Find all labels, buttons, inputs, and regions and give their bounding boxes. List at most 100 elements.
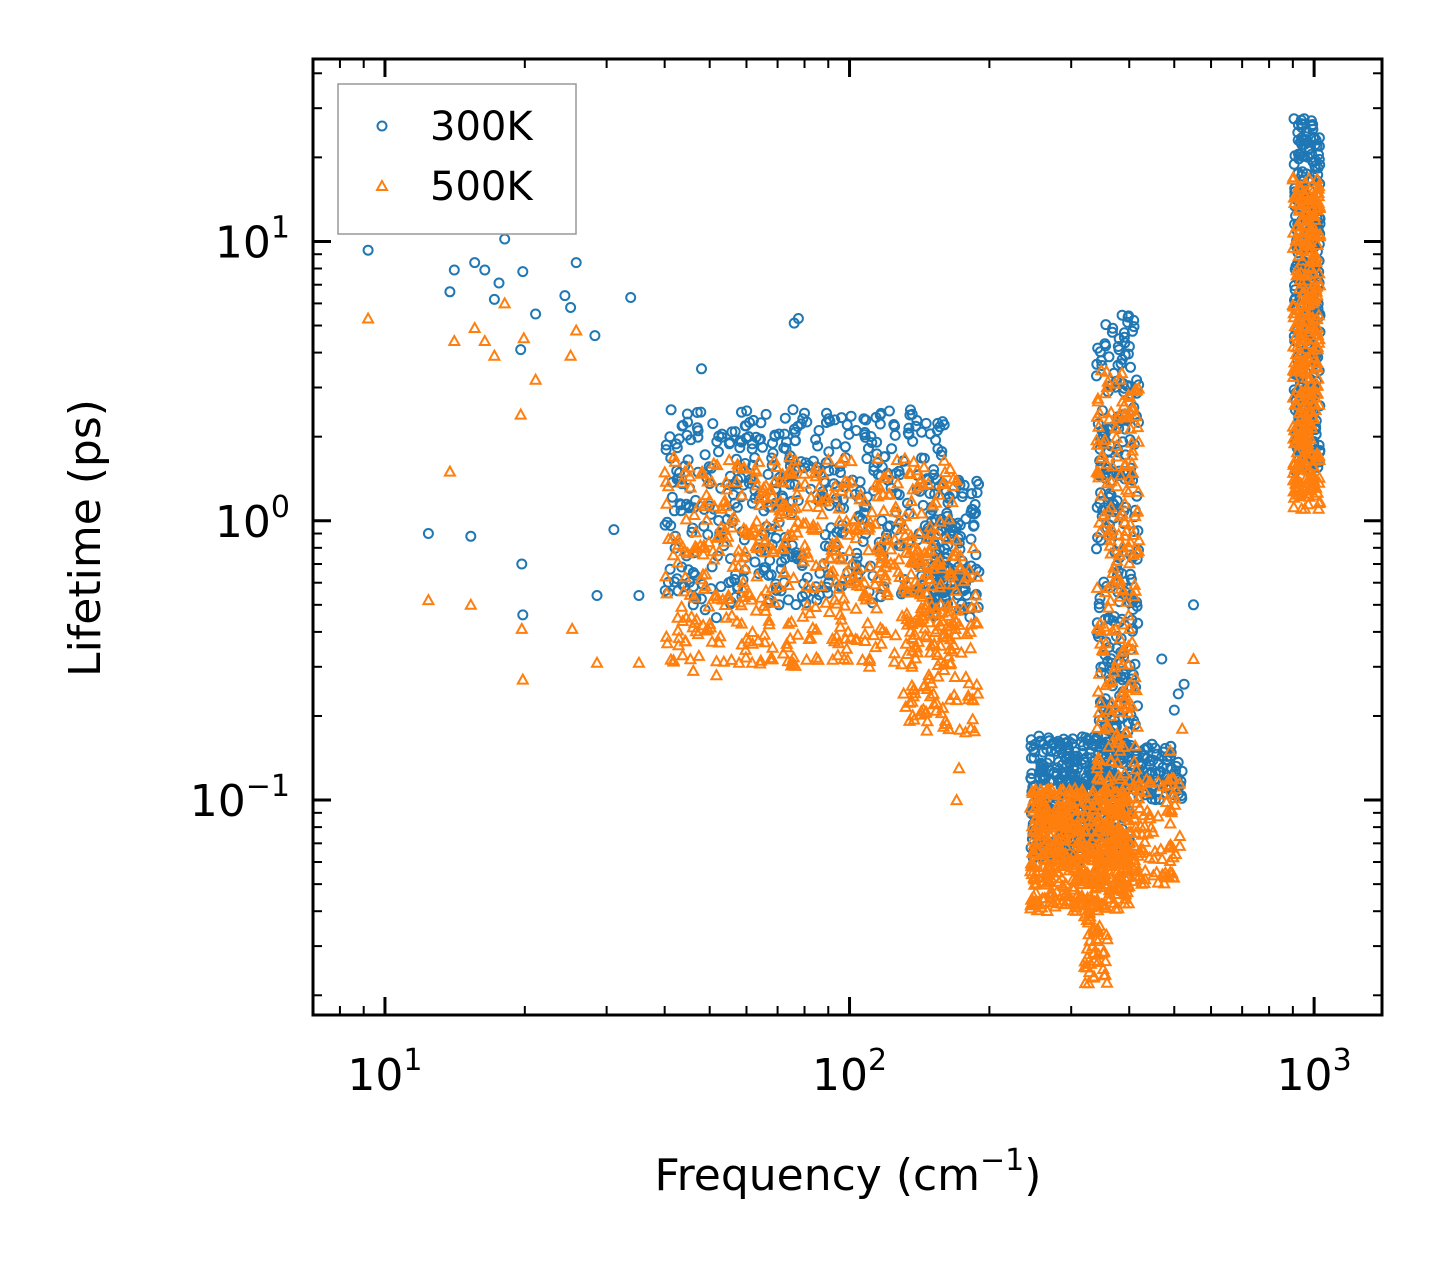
point-500k xyxy=(894,522,908,535)
point-300k xyxy=(674,498,686,510)
point-500k xyxy=(857,575,871,588)
point-300k xyxy=(706,561,718,573)
point-300k xyxy=(716,428,728,440)
point-300k xyxy=(664,563,676,575)
point-500k xyxy=(1128,738,1142,751)
point-500k xyxy=(925,537,940,550)
point-500k xyxy=(1133,845,1147,858)
point-500k xyxy=(1127,589,1141,602)
point-500k xyxy=(734,616,749,629)
point-500k xyxy=(1051,865,1065,878)
point-500k xyxy=(1312,496,1326,509)
point-500k xyxy=(1117,739,1131,752)
point-500k xyxy=(1090,838,1104,851)
point-500k xyxy=(1118,766,1132,779)
point-300k xyxy=(665,520,677,532)
point-500k xyxy=(1142,774,1157,787)
point-500k xyxy=(956,601,971,614)
point-500k xyxy=(1092,824,1107,837)
point-500k xyxy=(943,632,958,645)
point-500k xyxy=(962,676,976,689)
point-300k xyxy=(1168,704,1180,716)
point-500k xyxy=(1301,452,1315,465)
point-500k xyxy=(932,487,946,500)
point-500k xyxy=(966,712,980,725)
point-500k xyxy=(923,645,937,658)
point-500k xyxy=(1298,342,1313,355)
point-500k xyxy=(765,652,780,665)
point-500k xyxy=(1121,870,1135,883)
point-300k xyxy=(760,562,772,574)
point-500k xyxy=(946,479,960,492)
point-500k xyxy=(896,686,911,699)
point-500k xyxy=(779,500,794,513)
point-500k xyxy=(1113,372,1128,385)
point-500k xyxy=(1113,771,1127,784)
point-500k xyxy=(780,636,794,649)
point-300k xyxy=(850,559,862,571)
point-500k xyxy=(1100,975,1114,988)
point-500k xyxy=(816,466,830,479)
point-500k xyxy=(709,588,724,601)
point-300k xyxy=(1068,755,1080,767)
point-500k xyxy=(1036,870,1050,883)
point-500k xyxy=(876,623,890,636)
point-500k xyxy=(1108,376,1122,389)
point-500k xyxy=(701,622,715,635)
point-500k xyxy=(937,453,951,466)
point-500k xyxy=(1310,378,1324,391)
point-500k xyxy=(839,513,854,526)
point-500k xyxy=(936,627,951,640)
point-500k xyxy=(1086,783,1100,796)
point-500k xyxy=(818,494,833,507)
point-500k xyxy=(1156,779,1170,792)
point-500k xyxy=(923,689,938,702)
point-300k xyxy=(1119,337,1131,349)
point-500k xyxy=(1163,853,1177,866)
point-500k xyxy=(722,453,736,466)
point-500k xyxy=(1035,900,1049,913)
point-500k xyxy=(1091,869,1105,882)
point-300k xyxy=(1306,148,1318,160)
point-500k xyxy=(1102,527,1116,540)
point-300k xyxy=(734,435,746,447)
point-300k xyxy=(839,441,851,453)
point-300k xyxy=(675,505,687,517)
point-500k xyxy=(659,629,674,642)
point-500k xyxy=(863,653,877,666)
point-500k xyxy=(1102,523,1116,536)
point-500k xyxy=(1094,849,1108,862)
point-500k xyxy=(851,569,866,582)
point-500k xyxy=(874,564,889,577)
point-500k xyxy=(931,669,945,682)
point-500k xyxy=(1079,795,1093,808)
point-500k xyxy=(775,467,790,480)
point-500k xyxy=(833,619,847,632)
point-500k xyxy=(1108,660,1122,673)
point-500k xyxy=(675,475,689,488)
point-500k xyxy=(707,552,721,565)
point-500k xyxy=(1141,826,1155,839)
point-500k xyxy=(443,464,457,477)
point-500k xyxy=(920,723,934,736)
point-500k xyxy=(768,595,782,608)
point-300k xyxy=(861,453,873,465)
point-500k xyxy=(847,512,862,525)
point-500k xyxy=(897,538,911,551)
point-300k xyxy=(845,410,857,422)
point-500k xyxy=(1102,769,1117,782)
point-300k xyxy=(1125,361,1136,373)
point-500k xyxy=(692,648,706,661)
point-500k xyxy=(1305,289,1319,302)
point-300k xyxy=(932,417,944,429)
point-500k xyxy=(1291,197,1305,210)
point-500k xyxy=(899,699,913,712)
point-500k xyxy=(788,520,802,533)
point-500k xyxy=(1307,246,1321,259)
point-500k xyxy=(898,451,912,464)
point-500k xyxy=(888,532,902,545)
point-500k xyxy=(766,542,780,555)
point-500k xyxy=(1113,589,1127,602)
point-500k xyxy=(859,592,873,605)
